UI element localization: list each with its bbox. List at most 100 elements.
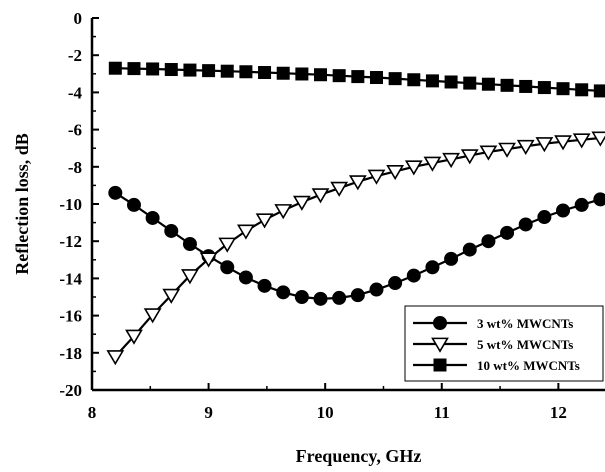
data-point [500,225,515,240]
data-point [294,290,309,304]
data-point [276,66,290,80]
legend-marker [431,337,449,353]
y-tick-label: -8 [68,158,82,177]
data-point [274,204,293,220]
y-tick-label: -20 [59,381,82,400]
data-point [423,156,442,172]
legend-marker [433,316,447,330]
data-point [369,71,383,85]
data-point [537,81,551,95]
data-point [332,290,347,305]
data-point [516,139,535,156]
data-point [537,210,552,225]
data-point [425,260,440,275]
data-point [479,145,498,161]
data-point [388,72,402,86]
data-point [164,63,178,77]
data-point [220,260,235,275]
data-point [108,61,122,75]
data-point [348,175,367,191]
legend-item: 10 wt% MWCNTs [413,358,580,373]
data-point [351,70,365,84]
data-point [125,329,143,345]
y-tick-label: -12 [59,232,82,251]
data-point [519,79,533,93]
data-point [255,213,274,229]
data-point [220,64,234,78]
x-tick-label: 11 [434,403,450,422]
data-point [314,68,328,82]
data-point [332,69,346,83]
data-point [202,64,216,78]
data-point [574,197,589,212]
data-point [442,152,460,169]
data-point [407,73,421,87]
data-point [556,203,571,218]
data-point [145,210,160,225]
legend-item: 3 wt% MWCNTs [413,316,573,331]
x-tick-label: 8 [88,403,97,422]
data-point [238,270,253,285]
y-axis-ticks: 0 -2 -4 -6 -8 -10 -12 -14 -16 -18 -20 [59,9,99,400]
data-point [127,62,141,76]
data-point [199,252,218,268]
legend-label: 10 wt% MWCNTs [477,358,580,373]
x-axis-ticks: 8 9 10 11 12 [88,383,567,422]
x-axis-label: Frequency, GHz [296,446,422,466]
data-point [404,160,423,176]
data-point [108,185,123,200]
data-point [593,192,605,207]
data-point [386,165,405,181]
data-point [258,65,272,79]
data-point [535,137,554,153]
data-point [146,62,160,76]
data-point [462,242,477,257]
legend-marker [433,358,447,372]
legend-label: 5 wt% MWCNTs [477,337,573,352]
y-tick-label: -14 [59,269,82,288]
data-point [276,285,291,300]
data-point [181,269,199,285]
data-point [463,76,477,90]
data-point [313,291,328,306]
data-point [350,288,365,303]
data-point [367,169,386,185]
y-tick-label: -2 [68,46,82,65]
x-tick-label: 9 [204,403,213,422]
data-point [143,308,162,324]
data-point [554,135,572,151]
data-point [237,224,255,240]
data-point [460,149,479,165]
data-point [295,67,309,81]
plot-area: 8 9 10 11 12 0 -2 -4 -6 -8 -10 -12 -14 -16 -18 -20 [59,9,605,422]
y-tick-label: -16 [59,307,82,326]
x-tick-label: 12 [550,403,567,422]
data-point [369,282,384,297]
data-point [518,217,533,232]
y-tick-label: -10 [59,195,82,214]
y-tick-label: 0 [74,9,83,28]
data-point [183,63,197,77]
data-point [257,278,272,293]
data-point [591,131,605,147]
data-point [481,77,495,91]
x-tick-label: 10 [317,403,334,422]
data-point [556,82,570,96]
y-axis-label: Reflection loss, dB [12,133,32,275]
data-point [164,223,179,238]
y-tick-label: -6 [68,121,82,140]
data-point [162,288,181,304]
data-point [500,78,514,92]
data-point [388,276,403,291]
series-2 [106,131,605,366]
series-3 [108,61,605,98]
data-point [444,75,458,89]
data-point [406,268,421,283]
data-point [182,236,197,251]
data-point [481,234,496,249]
y-tick-label: -18 [59,344,82,363]
data-point [106,350,125,366]
data-point [239,65,253,79]
legend-label: 3 wt% MWCNTs [477,316,573,331]
